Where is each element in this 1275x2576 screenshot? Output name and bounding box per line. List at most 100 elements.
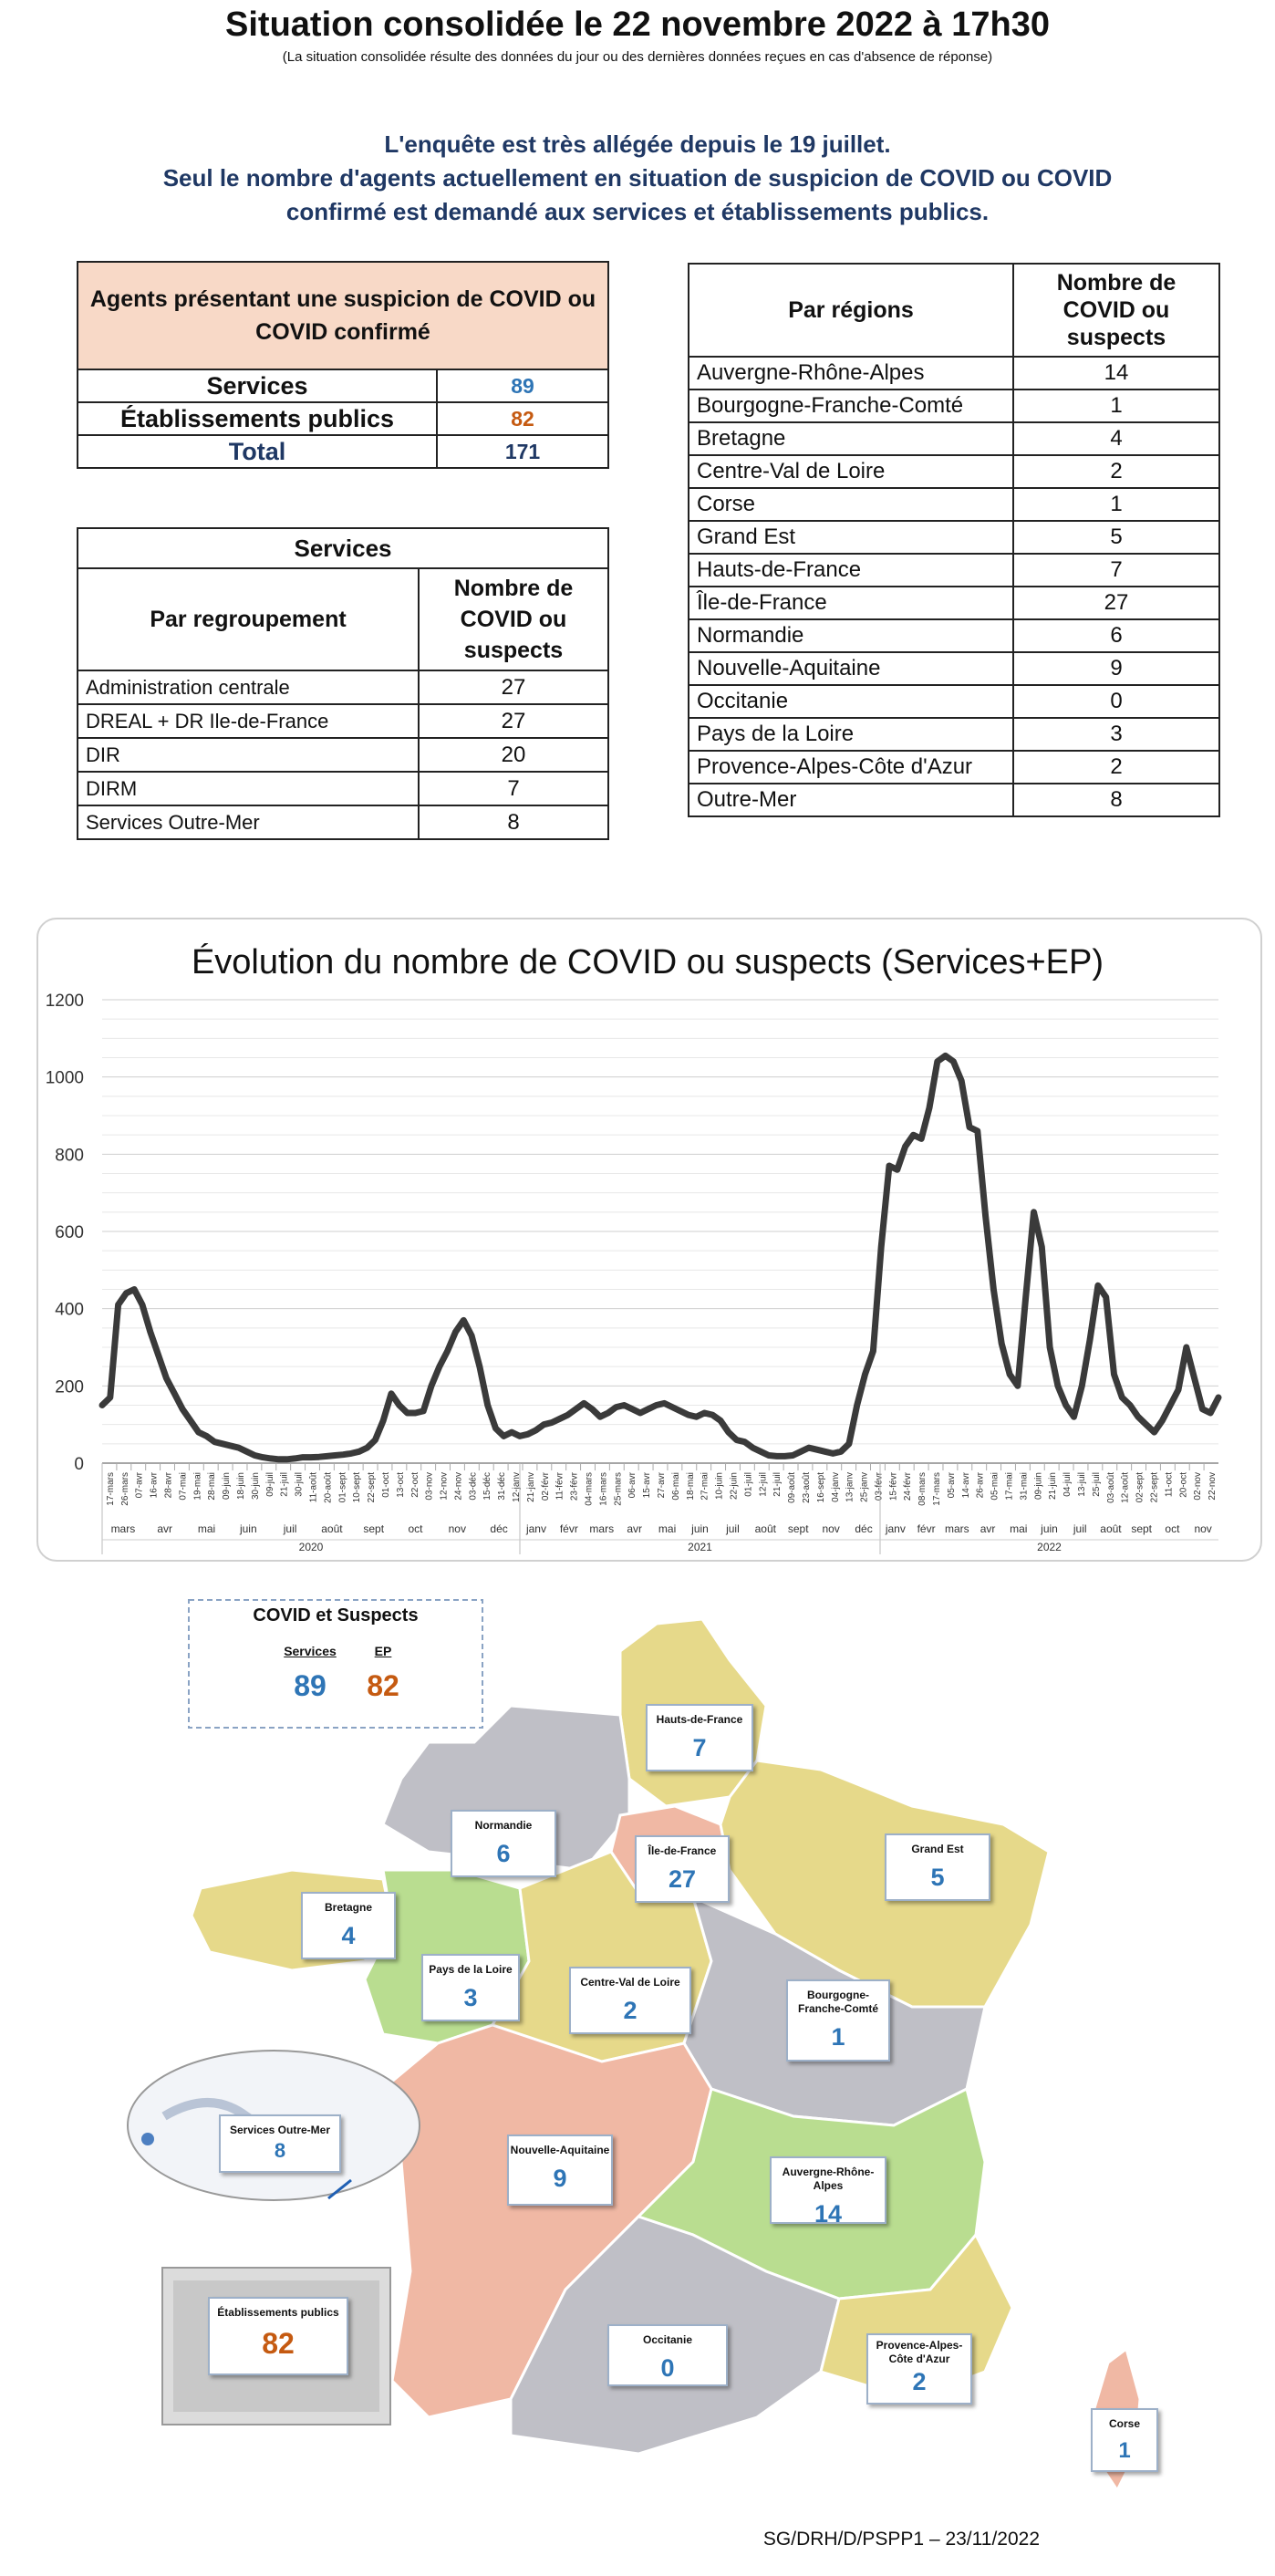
agents-summary-table: Agents présentant une suspicion de COVID… (77, 261, 609, 469)
x-tick-label: 22-sept (367, 1472, 377, 1503)
regions-table: Par régions Nombre de COVID ou suspects A… (688, 263, 1220, 817)
region-row-value: 2 (1012, 454, 1220, 489)
map-card-etablissements-publics: Établissements publics 82 (208, 2297, 348, 2375)
year-label: 2022 (1037, 1541, 1062, 1553)
region-row-value: 5 (1012, 520, 1220, 555)
regions-col-region: Par régions (688, 263, 1014, 358)
map-legend-box (188, 1599, 483, 1729)
series-line (98, 1052, 1222, 1463)
region-row-label: Provence-Alpes-Côte d'Azur (688, 750, 1014, 784)
table-row: Auvergne-Rhône-Alpes 14 (688, 356, 1220, 390)
x-tick-label: 12-nov (440, 1472, 450, 1501)
x-tick-label: 01-sept (337, 1472, 347, 1503)
table-row: Corse 1 (688, 487, 1220, 522)
map-legend-ep-value: 82 (367, 1669, 399, 1702)
region-row-label: Nouvelle-Aquitaine (688, 651, 1014, 686)
map-legend-services-label: Services (284, 1644, 337, 1658)
table-row: Occitanie 0 (688, 684, 1220, 719)
x-tick-label: 07-avr (135, 1471, 145, 1498)
x-tick-label: 13-juil (1077, 1472, 1087, 1497)
table-row: Île-de-France 27 (688, 586, 1220, 620)
month-label: févr (560, 1522, 578, 1535)
x-tick-label: 17-mars (932, 1472, 942, 1506)
x-tick-label: 21-juil (280, 1472, 290, 1497)
month-label: mai (658, 1522, 676, 1535)
x-tick-label: 30-juil (295, 1472, 305, 1497)
intro-line-3: confirmé est demandé aux services et éta… (285, 198, 990, 225)
region-row-value: 2 (1012, 750, 1220, 784)
x-tick-label: 15-avr (642, 1471, 652, 1498)
region-row-label: Outre-Mer (688, 783, 1014, 817)
x-tick-label: 25-juil (1092, 1472, 1102, 1497)
x-tick-label: 10-sept (352, 1472, 362, 1503)
services-table: Services Par regroupement Nombre de COVID… (77, 527, 609, 840)
map-legend-services-value: 89 (294, 1669, 327, 1702)
region-row-label: Île-de-France (688, 586, 1014, 620)
x-tick-label: 17-mai (1005, 1472, 1015, 1501)
month-label: juil (283, 1522, 297, 1535)
services-row-value: 8 (418, 805, 609, 840)
month-label: avr (627, 1522, 642, 1535)
map-card-ile-de-france: Île-de-France 27 (635, 1835, 730, 1903)
x-tick-label: 13-oct (396, 1472, 406, 1498)
x-tick-label: 09-juil (265, 1472, 275, 1497)
intro-line-1: L'enquête est très allégée depuis le 19 … (384, 130, 891, 158)
month-label: mars (945, 1522, 969, 1535)
x-tick-label: 18-mai (686, 1472, 696, 1501)
services-row-label: Services Outre-Mer (77, 805, 420, 840)
month-label: nov (1194, 1522, 1211, 1535)
x-tick-label: 23-févr (570, 1471, 580, 1501)
table-row: Nouvelle-Aquitaine 9 (688, 651, 1220, 686)
map-card-centre-val-de-loire: Centre-Val de Loire 2 (569, 1967, 691, 2034)
x-tick-label: 26-mars (120, 1472, 130, 1506)
y-tick-label: 1000 (46, 1069, 84, 1088)
footer-reference: SG/DRH/D/PSPP1 – 23/11/2022 (762, 2529, 1040, 2550)
month-label: août (755, 1522, 777, 1535)
month-label: avr (157, 1522, 172, 1535)
region-row-label: Hauts-de-France (688, 553, 1014, 587)
region-row-label: Centre-Val de Loire (688, 454, 1014, 489)
x-tick-label: 20-août (323, 1472, 333, 1503)
month-label: août (321, 1522, 343, 1535)
month-label: févr (917, 1522, 936, 1535)
x-tick-label: 28-mai (207, 1472, 217, 1501)
x-tick-label: 20-oct (1178, 1472, 1188, 1498)
x-tick-label: 22-nov (1208, 1472, 1218, 1501)
month-label: mars (589, 1522, 614, 1535)
chart-title: Évolution du nombre de COVID ou suspects… (191, 943, 1104, 982)
month-label: juin (239, 1522, 257, 1535)
table-row: Bretagne 4 (688, 421, 1220, 456)
map-card-paca: Provence-Alpes-Côte d'Azur 2 (866, 2333, 972, 2405)
month-label: oct (408, 1522, 423, 1535)
region-row-label: Bourgogne-Franche-Comté (688, 389, 1014, 423)
map-legend-ep-label: EP (374, 1644, 392, 1658)
table-row: Hauts-de-France 7 (688, 553, 1220, 587)
table-row: Provence-Alpes-Côte d'Azur 2 (688, 750, 1220, 784)
x-tick-label: 02-nov (1193, 1472, 1203, 1501)
month-label: nov (822, 1522, 839, 1535)
region-row-value: 0 (1012, 684, 1220, 719)
table-row: DIRM 7 (77, 771, 609, 806)
x-tick-label: 31-mai (1019, 1472, 1029, 1501)
y-tick-label: 800 (55, 1146, 84, 1165)
x-tick-label: 16-sept (816, 1472, 826, 1503)
table-row: Outre-Mer 8 (688, 783, 1220, 817)
month-label: déc (490, 1522, 507, 1535)
month-label: avr (980, 1522, 996, 1535)
x-tick-label: 27-avr (657, 1471, 667, 1498)
month-label: juil (1073, 1522, 1087, 1535)
month-label: juil (725, 1522, 740, 1535)
region-row-value: 14 (1012, 356, 1220, 390)
month-label: sept (788, 1522, 809, 1535)
map-card-normandie: Normandie 6 (451, 1810, 556, 1877)
agents-row-total-label: Total (77, 434, 438, 469)
x-tick-label: 09-juin (222, 1472, 232, 1500)
x-tick-label: 25-mars (613, 1472, 623, 1506)
x-tick-label: 25-janv (860, 1472, 870, 1502)
x-tick-label: 10-juin (715, 1472, 725, 1500)
x-tick-label: 01-oct (381, 1472, 391, 1498)
services-row-label: DREAL + DR Ile-de-France (77, 703, 420, 739)
region-row-value: 6 (1012, 618, 1220, 653)
x-tick-label: 15-févr (888, 1471, 898, 1501)
month-label: mai (198, 1522, 215, 1535)
